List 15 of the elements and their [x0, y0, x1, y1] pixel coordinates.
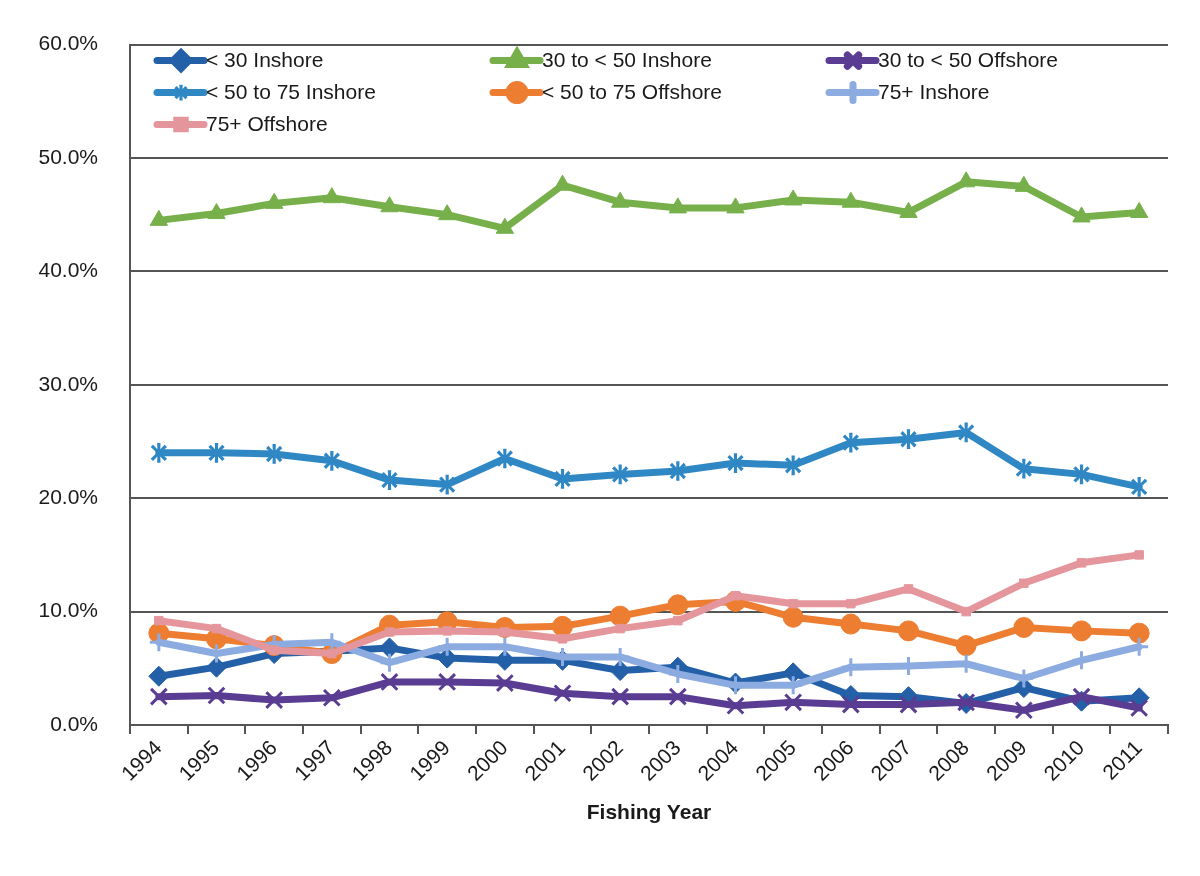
y-tick-label: 0.0% — [50, 711, 98, 735]
legend-label: 75+ Offshore — [206, 112, 328, 136]
y-tick-label: 10.0% — [38, 598, 98, 622]
x-axis-title: Fishing Year — [586, 800, 712, 824]
legend-label: 30 to < 50 Offshore — [878, 48, 1058, 72]
y-tick-label: 20.0% — [38, 485, 98, 508]
legend-label: < 30 Inshore — [206, 48, 324, 72]
legend-label: 30 to < 50 Inshore — [542, 48, 712, 72]
legend-label: 75+ Inshore — [878, 80, 990, 104]
legend-label: < 50 to 75 Inshore — [206, 80, 376, 104]
y-tick-label: 30.0% — [38, 371, 98, 395]
y-tick-label: 40.0% — [38, 258, 98, 282]
legend-label: < 50 to 75 Offshore — [542, 80, 722, 104]
y-tick-label: 50.0% — [38, 144, 98, 168]
y-tick-label: 60.0% — [38, 31, 98, 55]
